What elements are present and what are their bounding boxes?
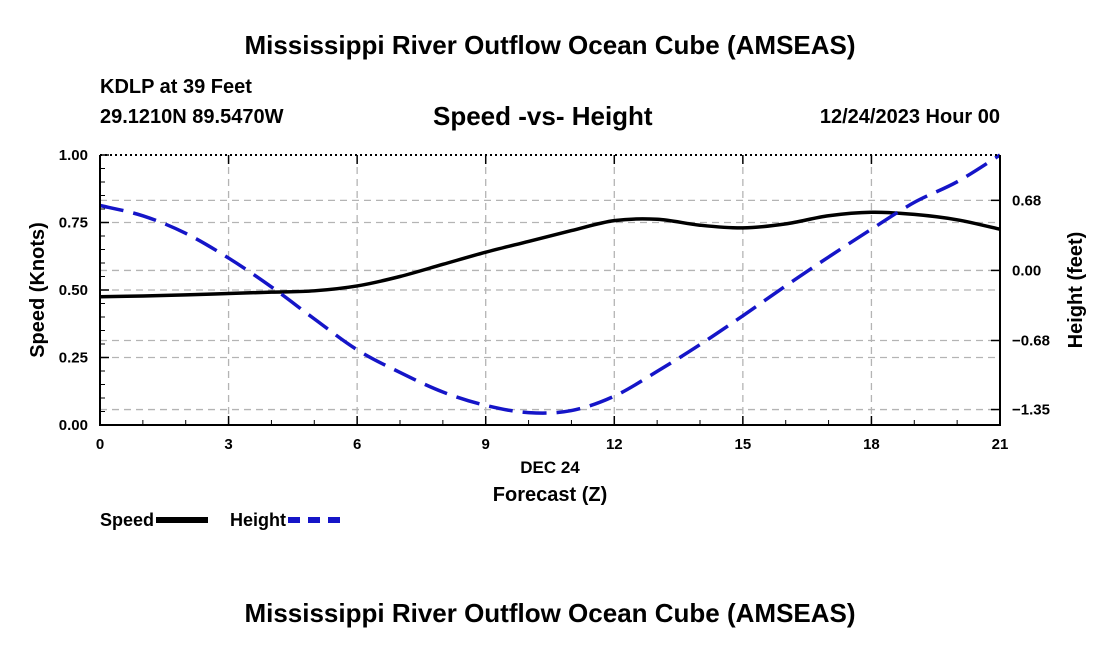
legend-height-label: Height <box>230 509 286 530</box>
y2-axis-label: Height (feet) <box>1065 232 1087 349</box>
x-tick-label: 12 <box>606 436 623 453</box>
legend-height: Height <box>230 509 340 531</box>
y-tick-label: 0.25 <box>59 350 88 367</box>
series-layer <box>99 153 1001 415</box>
station-label: KDLP at 39 Feet <box>100 76 252 98</box>
y2-tick-label: −0.68 <box>1012 332 1050 349</box>
y-tick-label: 1.00 <box>59 147 88 164</box>
legend-height-swatch <box>288 517 340 523</box>
series-line-speed <box>99 210 1001 299</box>
main-title: Mississippi River Outflow Ocean Cube (AM… <box>244 30 856 60</box>
x-tick-label: 6 <box>353 436 361 453</box>
y-axis-label: Speed (Knots) <box>27 222 49 358</box>
x-tick-label: 21 <box>992 436 1009 453</box>
y-tick-label: 0.00 <box>59 417 88 434</box>
bottom-title: Mississippi River Outflow Ocean Cube (AM… <box>244 598 856 628</box>
grid <box>100 155 1000 425</box>
series-line-height <box>99 153 1001 415</box>
x-axis-label: Forecast (Z) <box>493 484 607 506</box>
y-tick-label: 0.75 <box>59 215 88 232</box>
y-tick-label: 0.50 <box>59 282 88 299</box>
y2-tick-label: 0.00 <box>1012 262 1041 279</box>
legend-speed-swatch <box>156 517 209 523</box>
speed-height-chart: 0 3 6 9 12 15 18 21 0.00 0.25 0.50 0.75 1.00 −1.35 −0.… <box>27 147 1087 506</box>
forecast-datetime: 12/24/2023 Hour 00 <box>819 106 1000 128</box>
y2-tick-label: 0.68 <box>1012 192 1041 209</box>
chart-subtitle: Speed -vs- Height <box>433 101 653 131</box>
legend-speed: Speed <box>100 509 209 531</box>
legend-speed-label: Speed <box>100 509 155 530</box>
axes: 0 3 6 9 12 15 18 21 0.00 0.25 0.50 0.75 1.00 −1.35 −0.… <box>59 147 1050 453</box>
x-tick-label: 9 <box>482 436 490 453</box>
coordinates-label: 29.1210N 89.5470W <box>100 106 284 128</box>
x-axis-date-label: DEC 24 <box>520 458 580 477</box>
x-tick-label: 3 <box>224 436 232 453</box>
x-tick-label: 15 <box>735 436 752 453</box>
x-tick-label: 0 <box>96 436 104 453</box>
x-tick-label: 18 <box>863 436 880 453</box>
y2-tick-label: −1.35 <box>1012 402 1050 419</box>
